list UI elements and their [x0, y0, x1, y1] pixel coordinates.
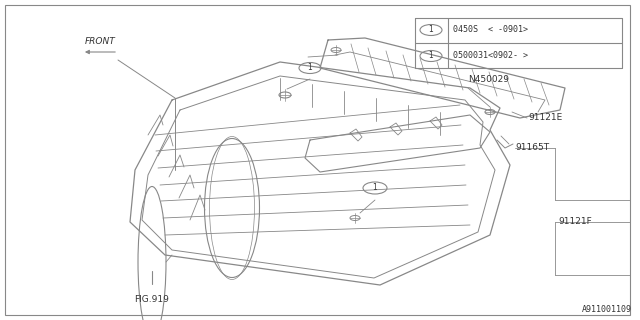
Text: 1: 1	[429, 26, 433, 35]
Text: 0500031<0902- >: 0500031<0902- >	[453, 52, 528, 60]
Text: 1: 1	[308, 63, 312, 73]
Text: FIG.919: FIG.919	[134, 295, 169, 305]
Text: 91165T: 91165T	[515, 143, 549, 153]
Text: 91121E: 91121E	[528, 114, 563, 123]
Text: 91121F: 91121F	[558, 218, 592, 227]
Text: 1: 1	[429, 52, 433, 60]
Text: 0450S  < -0901>: 0450S < -0901>	[453, 26, 528, 35]
Text: N450029: N450029	[468, 76, 509, 84]
Text: A911001109: A911001109	[582, 306, 632, 315]
Text: FRONT: FRONT	[84, 37, 115, 46]
Text: 1: 1	[372, 183, 378, 193]
